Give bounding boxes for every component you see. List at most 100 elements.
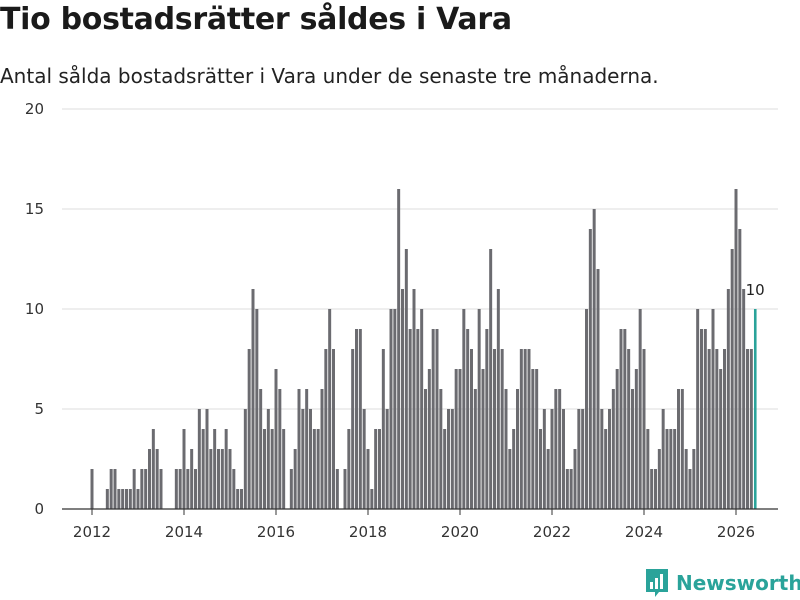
bars: [90, 189, 757, 509]
bar: [293, 449, 297, 509]
bar: [401, 289, 404, 509]
bar: [274, 369, 278, 509]
bar: [527, 349, 531, 509]
bar: [719, 369, 723, 509]
bar: [259, 389, 263, 509]
brand-logo: Newsworthy: [644, 568, 800, 598]
bar: [742, 289, 746, 509]
bar: [550, 409, 554, 509]
bar: [485, 329, 489, 509]
bar: [577, 409, 581, 509]
x-tick-label: 2026: [717, 523, 755, 541]
y-tick-label: 0: [34, 500, 44, 518]
bar: [155, 449, 159, 509]
x-tick-label: 2014: [165, 523, 203, 541]
bar: [638, 309, 642, 509]
bar: [427, 369, 431, 509]
last-value-label: 10: [746, 281, 765, 299]
bar: [117, 489, 121, 509]
bar: [496, 289, 500, 509]
y-axis-labels: 0 5 10 15 20: [25, 100, 44, 518]
bar: [539, 429, 542, 509]
bar: [397, 189, 401, 509]
bar: [443, 429, 447, 509]
bar: [508, 449, 512, 509]
bar: [500, 349, 504, 509]
y-tick-label: 10: [25, 300, 44, 318]
y-tick-label: 20: [25, 100, 44, 118]
bar: [596, 269, 600, 509]
bar: [347, 429, 351, 509]
bar: [634, 369, 638, 509]
bar: [255, 309, 259, 509]
bar: [569, 469, 573, 509]
bar: [358, 329, 362, 509]
bar: [600, 409, 604, 509]
bar: [473, 389, 477, 509]
bar: [730, 249, 734, 509]
bar: [385, 409, 389, 509]
bar: [447, 409, 450, 509]
bar: [228, 449, 232, 509]
bar: [654, 469, 657, 509]
bar: [278, 389, 282, 509]
chart-title: Tio bostadsrätter såldes i Vara: [0, 2, 512, 37]
bar: [692, 449, 696, 509]
bar: [381, 349, 385, 509]
bar: [573, 449, 577, 509]
bar: [232, 469, 236, 509]
chart-subtitle: Antal sålda bostadsrätter i Vara under d…: [0, 64, 659, 88]
bar: [642, 349, 646, 509]
bar: [661, 409, 665, 509]
x-tick-label: 2012: [73, 523, 111, 541]
bar: [424, 389, 427, 509]
bar: [312, 429, 316, 509]
bar: [604, 429, 608, 509]
bar: [516, 389, 519, 509]
bar: [247, 349, 251, 509]
bar: [220, 449, 224, 509]
bar: [650, 469, 654, 509]
bar: [136, 489, 140, 509]
bar: [266, 409, 270, 509]
bar: [351, 349, 355, 509]
bar: [746, 349, 749, 509]
bar: [546, 449, 550, 509]
bar: [592, 209, 596, 509]
brand-name: Newsworthy: [676, 571, 800, 595]
y-tick-label: 15: [25, 200, 44, 218]
bar: [213, 429, 217, 509]
bar: [711, 309, 715, 509]
bar: [458, 369, 462, 509]
bar: [581, 409, 585, 509]
bar: [174, 469, 178, 509]
bar: [309, 409, 312, 509]
bar: [688, 469, 692, 509]
bar: [489, 249, 493, 509]
bar: [343, 469, 347, 509]
bar: [355, 329, 358, 509]
bar: [677, 389, 680, 509]
bar: [121, 489, 125, 509]
bar: [362, 409, 366, 509]
bar: [703, 329, 707, 509]
bar: [128, 489, 132, 509]
bar: [105, 489, 109, 509]
bar: [328, 309, 332, 509]
bar: [236, 489, 240, 509]
bar: [542, 409, 546, 509]
bar: [519, 349, 523, 509]
bar: [316, 429, 320, 509]
bar: [270, 429, 274, 509]
bar: [140, 469, 144, 509]
bar: [151, 429, 155, 509]
bar: [289, 469, 293, 509]
bar: [684, 449, 688, 509]
bar: [734, 189, 738, 509]
bar: [148, 449, 151, 509]
x-tick-label: 2020: [441, 523, 479, 541]
bar: [320, 389, 324, 509]
bar: [370, 489, 374, 509]
bar: [209, 449, 213, 509]
